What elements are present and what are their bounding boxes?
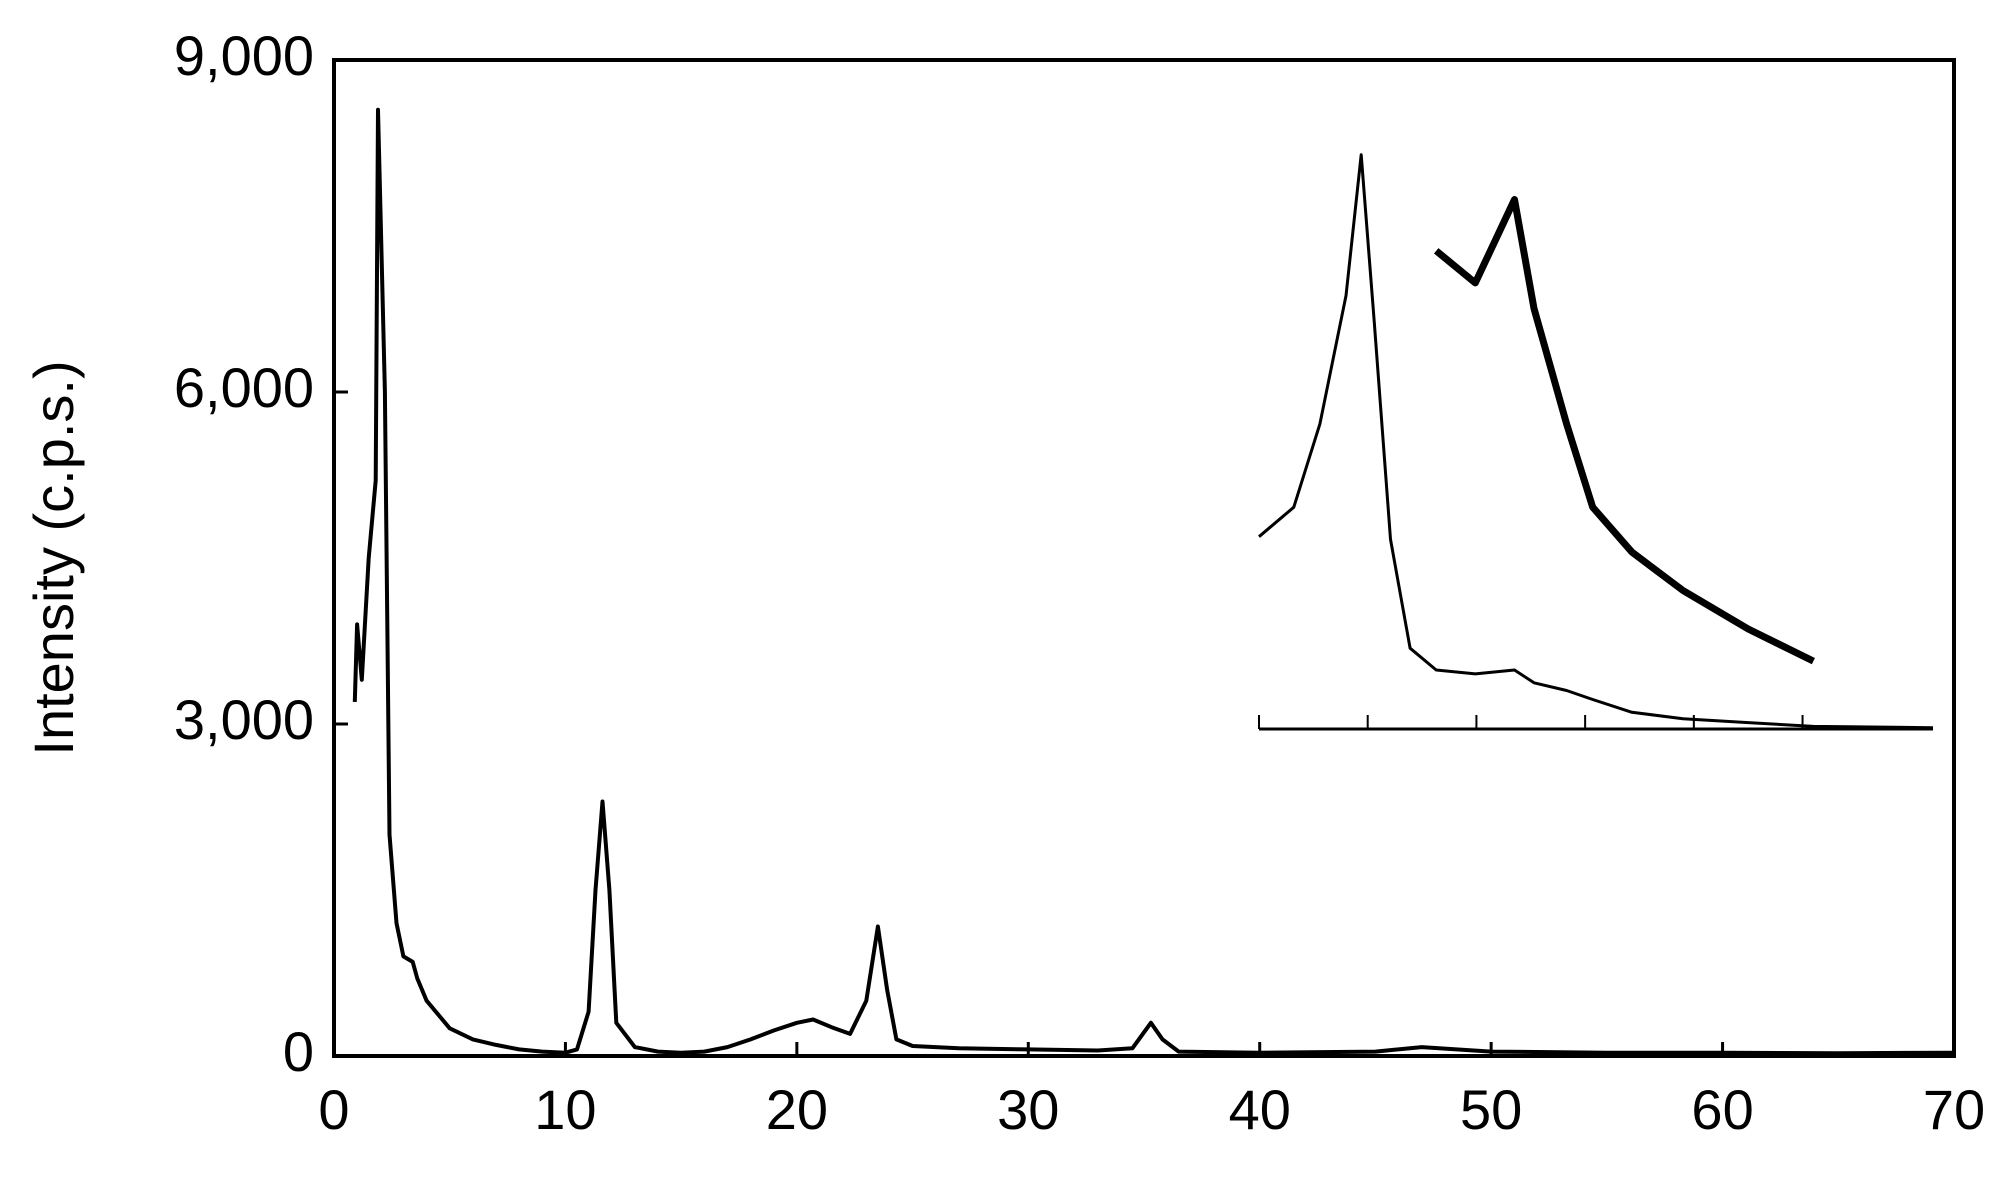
y-axis-label: Intensity (c.p.s.) xyxy=(22,360,85,755)
x-tick-label: 40 xyxy=(1229,1078,1291,1141)
y-tick-label: 0 xyxy=(283,1020,314,1083)
x-tick-label: 0 xyxy=(318,1078,349,1141)
y-tick-label: 3,000 xyxy=(174,688,314,751)
plot-frame xyxy=(332,58,1956,1058)
y-tick-label: 9,000 xyxy=(174,24,314,87)
x-tick-label: 50 xyxy=(1460,1078,1522,1141)
x-tick-label: 30 xyxy=(997,1078,1059,1141)
x-tick-label: 20 xyxy=(766,1078,828,1141)
x-tick-label: 60 xyxy=(1691,1078,1753,1141)
y-tick-label: 6,000 xyxy=(174,356,314,419)
x-tick-label: 10 xyxy=(534,1078,596,1141)
data-line xyxy=(352,107,1955,1056)
x-tick-label: 70 xyxy=(1923,1078,1985,1141)
data-line xyxy=(1433,196,1815,665)
data-line xyxy=(1258,153,1934,730)
